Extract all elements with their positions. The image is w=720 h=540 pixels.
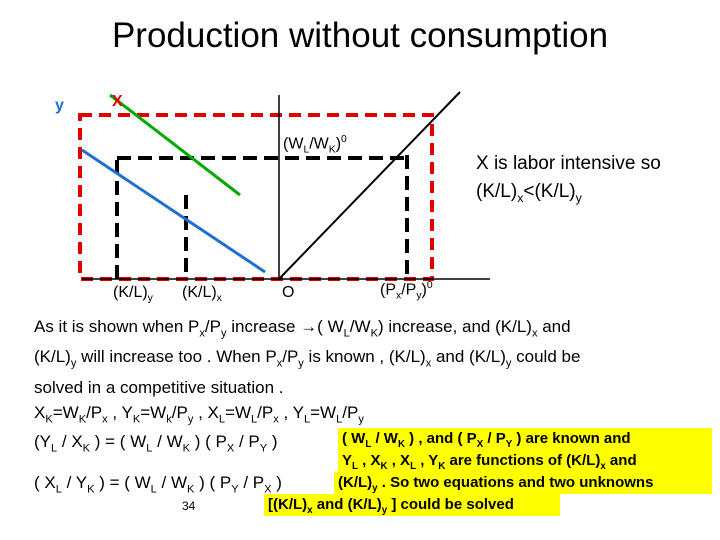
wage-ratio-label: (WL/WK)0 — [283, 134, 347, 156]
highlight-line3: (K/L)y . So two equations and two unknow… — [334, 472, 712, 494]
side-note: X is labor intensive so (K/L)x<(K/L)y — [476, 150, 661, 212]
side-note-line2: (K/L)x<(K/L)y — [476, 181, 582, 205]
kl-y-label: (K/L)y — [113, 284, 153, 305]
slide-title: Production without consumption — [111, 16, 609, 55]
paragraph-line3: solved in a competitive situation . — [34, 377, 284, 397]
explanation-paragraph: As it is shown when Px/Py increase →( WL… — [34, 315, 580, 399]
price-wage-line — [278, 91, 461, 280]
side-note-line1: X is labor intensive so — [476, 153, 661, 174]
kl-x-label: (K/L)x — [182, 284, 222, 305]
equation-y-over-x: (YL / XK ) = ( WL / WK ) ( PX / PY ) — [34, 432, 278, 455]
x-industry-label: X — [112, 93, 123, 110]
paragraph-line1: As it is shown when Px/Py increase →( WL… — [34, 317, 571, 340]
x-industry-line — [109, 93, 241, 197]
highlight-line4: [(K/L)x and (K/L)y ] could be solved — [264, 494, 560, 516]
page-number: 34 — [182, 499, 196, 513]
y-industry-line — [81, 148, 266, 274]
y-industry-label: y — [55, 97, 64, 114]
paragraph-line2: (K/L)y will increase too . When Px/Py is… — [34, 347, 581, 370]
origin-label: O — [282, 284, 295, 301]
equation-x-over-y: ( XL / YK ) = ( WL / WK ) ( PY / PX ) — [34, 473, 282, 496]
price-ratio-label: (Px/Py)0 — [380, 280, 433, 302]
factor-equations: XK=WK/Px , YK=Wk/Py , XL=WL/Px , YL=WL/P… — [34, 403, 364, 426]
highlight-line1: ( WL / WK ) , and ( PX / PY ) are known … — [338, 428, 712, 450]
red-dashed-box — [78, 113, 434, 281]
highlight-line2: YL , XK , XL , YK are functions of (K/L)… — [338, 450, 712, 472]
